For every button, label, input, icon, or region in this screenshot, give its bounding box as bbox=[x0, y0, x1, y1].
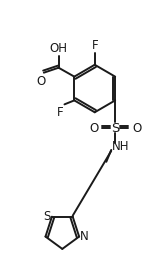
Text: OH: OH bbox=[50, 42, 68, 55]
Text: O: O bbox=[89, 122, 98, 135]
Text: O: O bbox=[36, 75, 46, 88]
Text: N: N bbox=[80, 230, 88, 243]
Text: F: F bbox=[91, 39, 98, 52]
Text: S: S bbox=[43, 210, 51, 223]
Text: NH: NH bbox=[112, 141, 130, 153]
Text: O: O bbox=[132, 122, 141, 135]
Text: S: S bbox=[111, 122, 119, 135]
Text: F: F bbox=[57, 106, 64, 119]
